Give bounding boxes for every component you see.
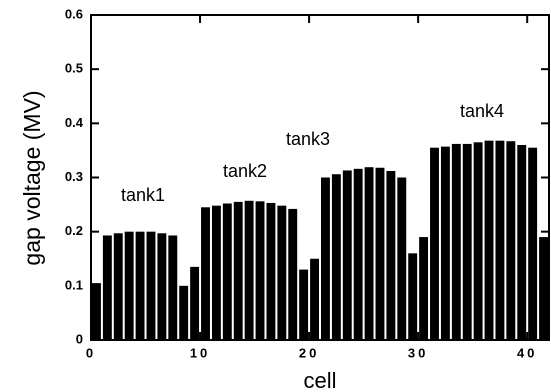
bar — [528, 147, 538, 340]
bar — [419, 237, 429, 340]
y-tick-label: 0.3 — [65, 169, 83, 184]
x-tick-label: 40 — [517, 345, 537, 360]
y-tick-label: 0.6 — [65, 6, 83, 21]
bar — [102, 235, 112, 340]
bar — [222, 203, 232, 340]
bar — [386, 171, 396, 340]
bar — [539, 237, 548, 340]
bar — [277, 205, 287, 340]
y-tick-label: 0.2 — [65, 223, 83, 238]
bar — [473, 142, 483, 340]
bar — [440, 146, 450, 340]
bar — [517, 145, 527, 340]
bar — [179, 285, 189, 340]
x-tick-label: 10 — [190, 345, 210, 360]
bar — [233, 201, 243, 340]
x-tick-label: 30 — [408, 345, 428, 360]
bar — [353, 168, 363, 340]
bar — [168, 235, 178, 340]
y-tick-label: 0.1 — [65, 277, 83, 292]
annotation: tank1 — [121, 185, 165, 205]
bar — [364, 167, 374, 340]
bar — [484, 140, 494, 340]
bar — [451, 143, 461, 340]
bar — [157, 233, 167, 340]
bar — [211, 205, 221, 340]
bar — [255, 201, 265, 340]
bar — [190, 266, 200, 340]
y-tick-label: 0.5 — [65, 61, 83, 76]
bar — [397, 177, 407, 340]
bar — [266, 202, 276, 340]
bar — [495, 140, 505, 340]
bar — [331, 174, 341, 340]
annotation: tank3 — [286, 129, 330, 149]
bar — [408, 253, 418, 340]
x-tick-label: 20 — [299, 345, 319, 360]
bar — [310, 258, 319, 340]
y-axis-label: gap voltage (MV) — [19, 90, 45, 265]
x-tick-label: 0 — [86, 345, 96, 360]
bar — [124, 231, 134, 340]
bar — [299, 269, 309, 340]
bar — [201, 207, 210, 340]
x-axis-label: cell — [303, 368, 336, 392]
bar — [113, 233, 123, 340]
annotation: tank2 — [223, 161, 267, 181]
bar — [92, 283, 101, 340]
bar — [506, 141, 516, 340]
bar — [146, 231, 156, 340]
bar — [375, 167, 385, 340]
bar — [135, 231, 145, 340]
bar — [288, 208, 298, 340]
y-tick-label: 0 — [76, 331, 83, 346]
annotation: tank4 — [460, 101, 504, 121]
bar — [430, 147, 439, 340]
bar — [342, 170, 352, 340]
bar — [244, 200, 254, 340]
bar — [462, 143, 472, 340]
bar — [321, 177, 330, 340]
y-tick-label: 0.4 — [65, 115, 84, 130]
